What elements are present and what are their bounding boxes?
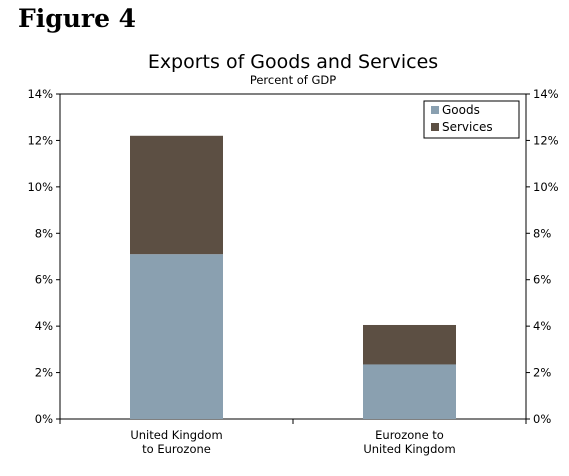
y-tick-label-right: 14% — [533, 87, 559, 101]
y-tick-label-left: 4% — [35, 319, 53, 333]
x-category-label: United Kingdom — [130, 428, 222, 442]
legend-swatch-services — [431, 123, 439, 131]
bar-goods-2 — [363, 364, 456, 419]
x-category-label: to Eurozone — [142, 442, 211, 456]
plot-frame — [59, 93, 527, 420]
bar-goods-1 — [130, 254, 223, 419]
y-tick-label-right: 12% — [533, 133, 559, 147]
y-tick-label-left: 8% — [35, 226, 53, 240]
x-category-label: United Kingdom — [363, 442, 455, 456]
chart-subtitle: Percent of GDP — [250, 73, 336, 87]
y-tick-label-right: 6% — [533, 273, 551, 287]
legend-swatch-goods — [431, 106, 439, 114]
bar-services-1 — [130, 135, 223, 255]
y-tick-label-right: 0% — [533, 412, 551, 426]
y-tick-label-left: 6% — [35, 273, 53, 287]
legend-box — [423, 100, 520, 139]
figure-label: Figure 4 — [18, 4, 137, 33]
y-tick-label-left: 12% — [27, 133, 53, 147]
y-tick-label-right: 4% — [533, 319, 551, 333]
y-tick-label-left: 0% — [35, 412, 53, 426]
chart-title: Exports of Goods and Services — [148, 51, 438, 73]
y-tick-label-left: 10% — [27, 180, 53, 194]
legend: Goods Services — [423, 100, 520, 139]
legend-label-services: Services — [442, 120, 493, 134]
y-tick-label-left: 14% — [27, 87, 53, 101]
y-tick-label-right: 10% — [533, 180, 559, 194]
x-category-label: Eurozone to — [375, 428, 444, 442]
y-tick-label-right: 2% — [533, 366, 551, 380]
legend-label-goods: Goods — [442, 103, 480, 117]
y-tick-label-right: 8% — [533, 226, 551, 240]
bar-services-2 — [363, 324, 456, 365]
y-tick-label-left: 2% — [35, 366, 53, 380]
